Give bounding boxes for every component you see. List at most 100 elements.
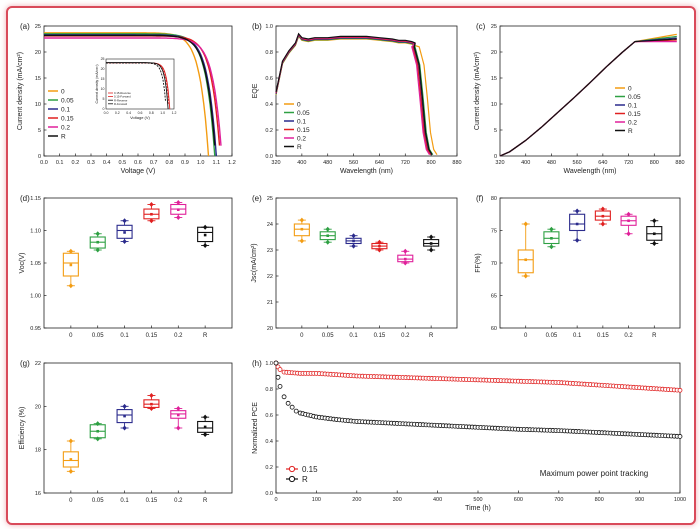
outlier-marker: [600, 206, 606, 212]
x-tick-label: 0.4: [103, 160, 111, 166]
y-axis-label: EQE: [252, 83, 259, 98]
x-tick-label: 0.15: [146, 333, 158, 339]
x-tick-label: 800: [427, 160, 436, 166]
y-tick-label: 25: [491, 24, 497, 30]
y-axis-label: Efficiency (%): [19, 407, 26, 450]
inset-y-tick-label: 20: [101, 67, 105, 71]
y-axis-label: Normalized PCE: [252, 402, 259, 454]
x-tick-label: 0.15: [146, 498, 158, 504]
outlier-marker: [68, 468, 74, 474]
outlier-marker: [176, 215, 181, 220]
mean-marker: [69, 263, 73, 267]
y-axis-label: Jsc(mA/cm²): [251, 243, 258, 282]
inset-x-axis-label: Voltage (V): [130, 115, 150, 120]
outlier-marker: [176, 200, 181, 206]
y-tick-label: 70: [491, 261, 497, 267]
y-tick-label: 24: [267, 222, 273, 228]
y-tick-label: 20: [35, 404, 41, 410]
mean-marker: [352, 239, 355, 243]
x-tick-label: 0.9: [181, 160, 189, 166]
y-tick-label: 0.6: [265, 413, 273, 419]
outlier-marker: [202, 242, 208, 248]
legend-marker: [288, 465, 296, 473]
x-tick-label: 720: [401, 160, 410, 166]
y-tick-label: 1.0: [265, 24, 273, 30]
x-tick-label: 1.0: [197, 160, 205, 166]
pce-point-R: [275, 374, 281, 380]
inset-legend-label: 0.15-Reverse: [114, 91, 131, 95]
x-tick-label: 0.2: [174, 498, 183, 504]
x-tick-label: 0.2: [72, 160, 80, 166]
inset-y-tick-label: 15: [101, 77, 105, 81]
outlier-marker: [626, 231, 631, 237]
jint-curve-0.15: [499, 39, 677, 157]
x-tick-label: 0.05: [322, 333, 334, 339]
y-tick-label: 1.15: [30, 196, 41, 202]
y-tick-label: 1.00: [30, 294, 41, 300]
eqe-curve-R: [275, 32, 433, 156]
mean-marker: [150, 212, 153, 216]
legend-label: 0.15: [61, 115, 74, 122]
plot-frame: [499, 25, 681, 157]
panel-label: (d): [20, 194, 30, 203]
x-axis-label: Time (h): [465, 505, 491, 512]
outlier-marker: [68, 438, 74, 444]
y-tick-label: 0.2: [265, 465, 273, 471]
y-tick-label: 0.6: [265, 76, 273, 82]
x-tick-label: 0.3: [87, 160, 95, 166]
y-tick-label: 22: [267, 274, 273, 280]
x-tick-label: 0.1: [349, 333, 358, 339]
pce-point-R: [289, 404, 295, 410]
x-tick-label: 0.05: [92, 333, 104, 339]
x-tick-label: 0.5: [119, 160, 127, 166]
panel-label: (c): [476, 22, 486, 31]
inset-x-tick-label: 0.0: [104, 111, 109, 115]
pce-point-R: [277, 383, 283, 389]
figure-canvas: 0.0 0.1 0.2 0.3 0.4 0.5 0.6 0.7 0.8 0.9 1.0 1.1 1.2 0…: [17, 22, 686, 512]
inset-x-tick-label: 1.0: [160, 111, 165, 115]
legend-label: 0.05: [297, 110, 310, 117]
box-0: [517, 249, 534, 274]
plot-frame: [275, 197, 458, 329]
y-tick-label: 0: [494, 154, 497, 160]
inset-y-axis-label: Current density (mA/cm²): [95, 64, 99, 103]
inset-y-tick-label: 10: [101, 87, 105, 91]
x-tick-label: 0.1: [120, 333, 129, 339]
outlier-marker: [95, 247, 100, 253]
outlier-marker: [428, 247, 434, 253]
outlier-marker: [68, 283, 74, 289]
outlier-marker: [403, 260, 408, 266]
outlier-marker: [149, 202, 154, 207]
legend-label: 0.2: [628, 119, 637, 126]
pce-point-R: [677, 434, 683, 439]
y-tick-label: 25: [267, 196, 273, 202]
figure-frame: 0.0 0.1 0.2 0.3 0.4 0.5 0.6 0.7 0.8 0.9 1.0 1.1 1.2 0…: [6, 6, 696, 525]
outlier-marker: [299, 238, 305, 244]
outlier-marker: [176, 406, 181, 411]
y-tick-label: 65: [491, 294, 497, 300]
x-tick-label: 0: [524, 333, 528, 339]
x-tick-label: 0.2: [624, 333, 633, 339]
panel-label: (h): [252, 359, 262, 368]
panel-label: (e): [252, 194, 262, 203]
outlier-marker: [523, 221, 528, 227]
pce-point-0.15: [277, 367, 283, 372]
x-tick-label: 0.1: [573, 333, 582, 339]
y-tick-label: 10: [491, 102, 497, 108]
outlier-marker: [202, 414, 208, 420]
mean-marker: [69, 458, 73, 461]
mean-marker: [300, 227, 304, 231]
x-tick-label: 560: [573, 160, 582, 166]
mean-marker: [601, 214, 605, 218]
jint-curve-0.1: [499, 37, 677, 157]
y-tick-label: 0.8: [265, 50, 273, 56]
x-tick-label: 720: [624, 160, 633, 166]
x-tick-label: R: [203, 333, 208, 339]
x-tick-label: 0.15: [374, 333, 386, 339]
x-axis-label: Wavelength (nm): [340, 168, 393, 175]
x-tick-label: 880: [452, 160, 461, 166]
inset-legend-label: R-Forward: [114, 102, 128, 106]
x-tick-label: 0.05: [92, 498, 104, 504]
legend-label: 0.1: [297, 118, 306, 125]
outlier-marker: [122, 218, 127, 224]
